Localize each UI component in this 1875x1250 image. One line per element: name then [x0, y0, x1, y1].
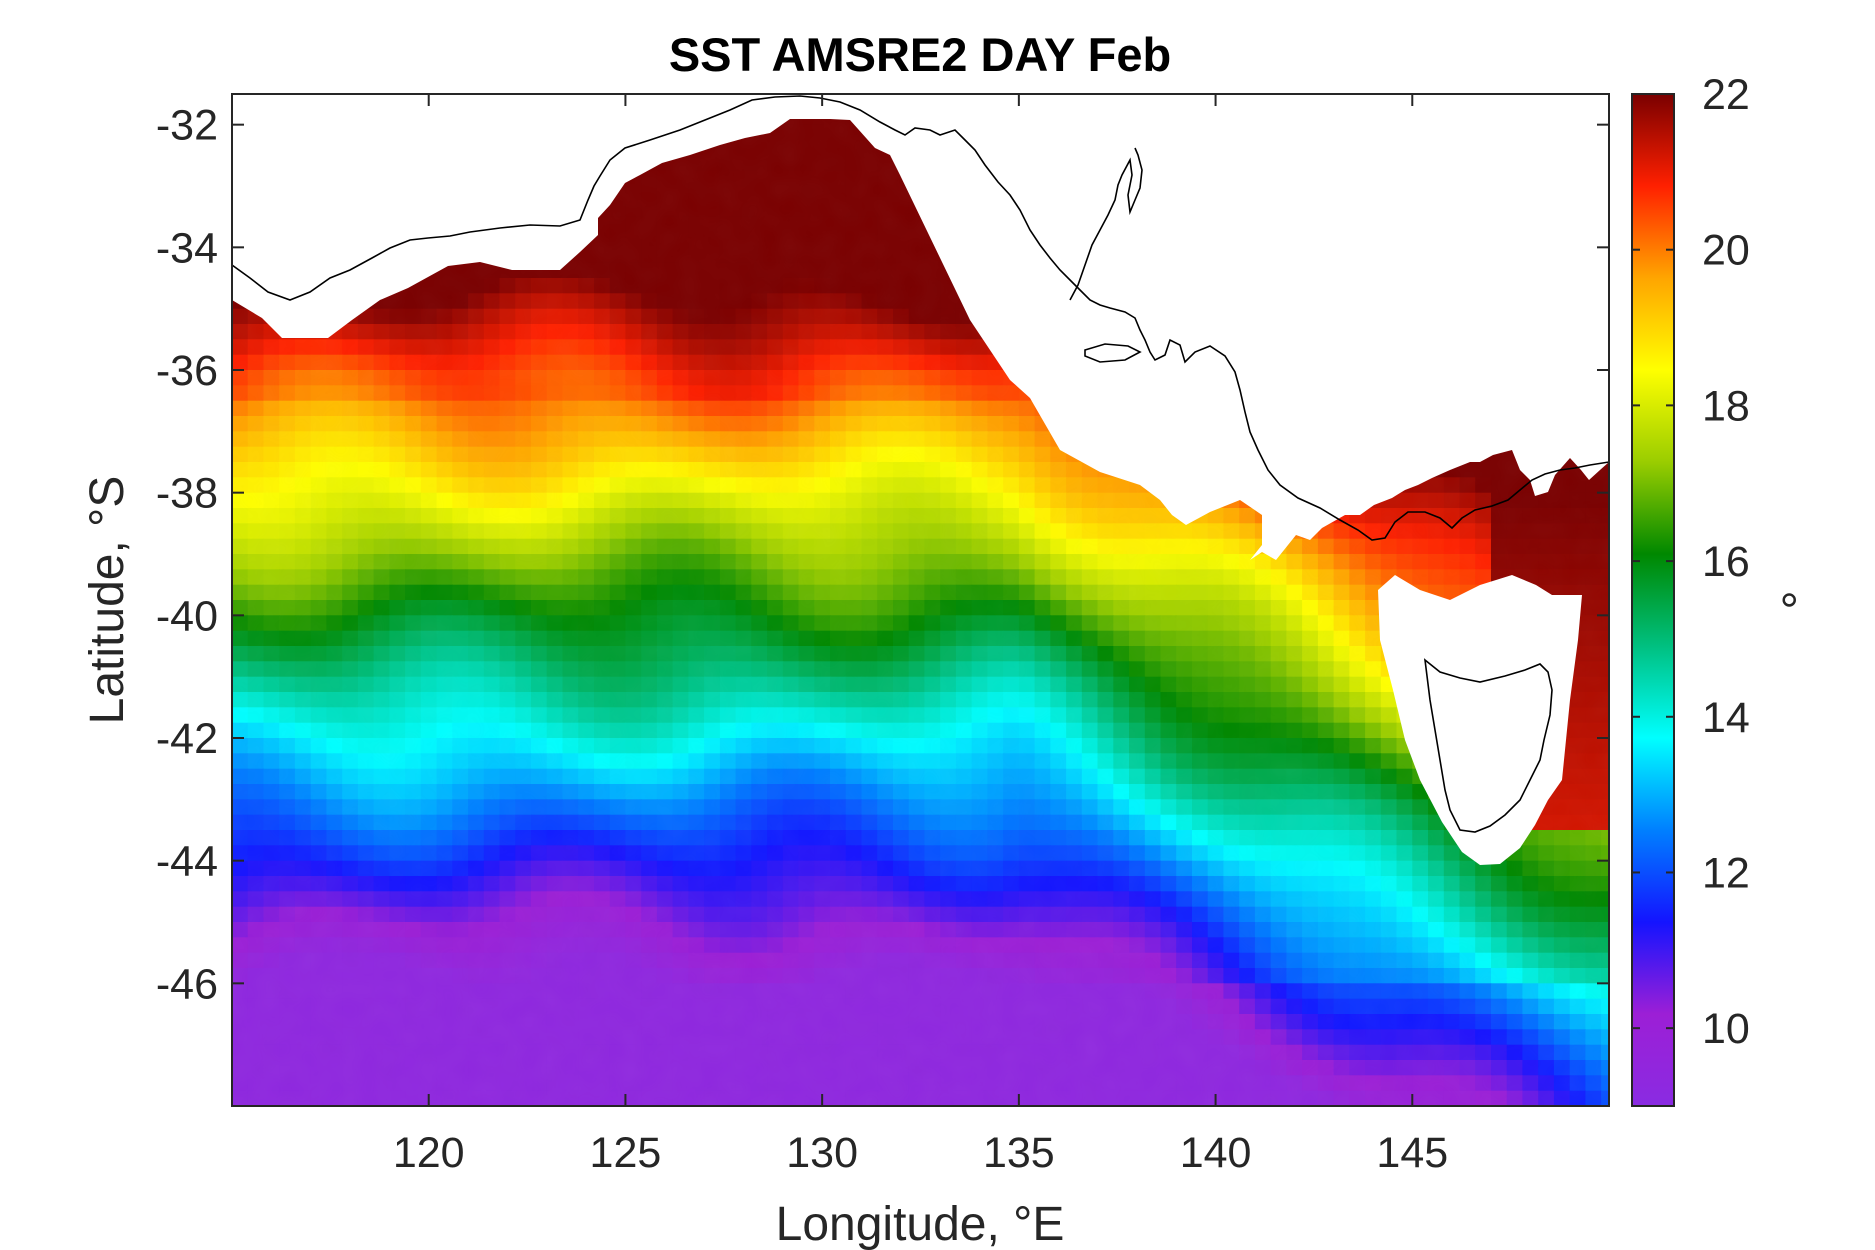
map-plot-area — [232, 94, 1609, 1106]
chart-title: SST AMSRE2 DAY Feb — [669, 28, 1171, 81]
